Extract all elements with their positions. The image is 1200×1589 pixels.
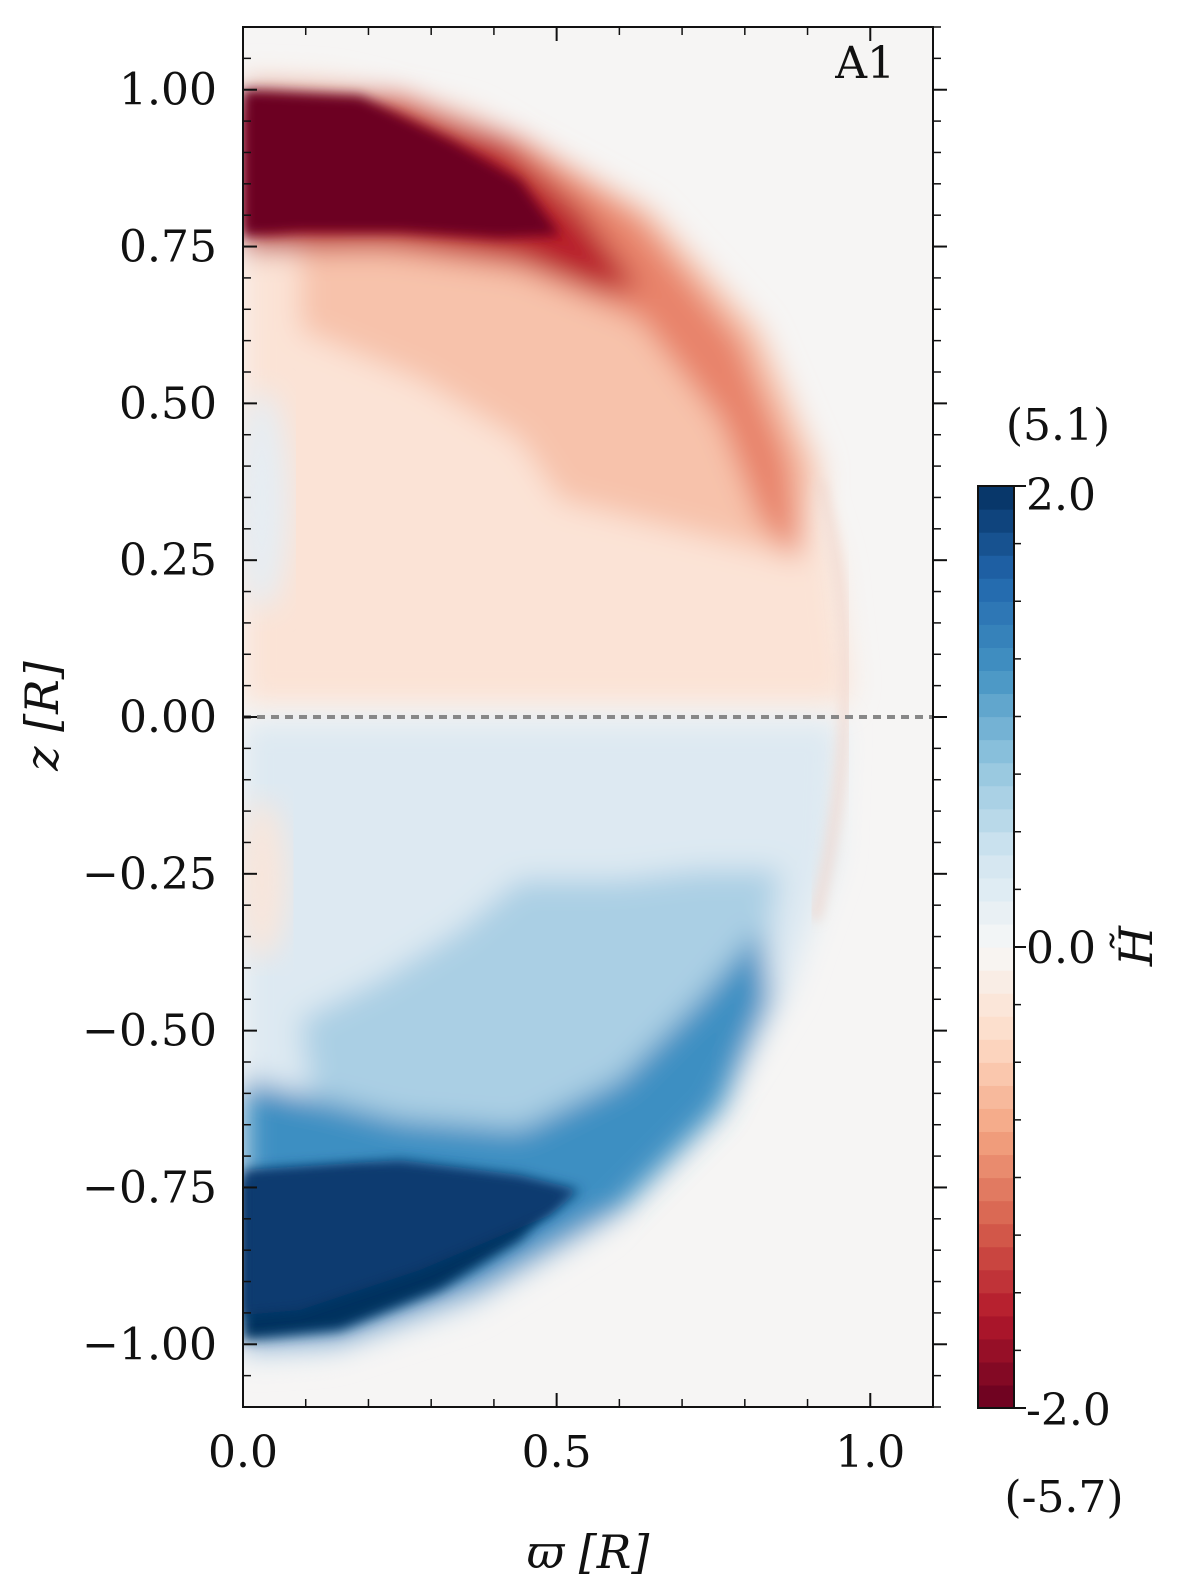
- colorbar-band: [978, 1384, 1014, 1409]
- y-tick-label-4: 0.00: [119, 692, 217, 743]
- plot-area: 0.0 0.5 1.0 1.00 0.75 0.50 0.25 0.00 −0.25 −0.50 −…: [82, 26, 947, 1478]
- colorbar-band: [978, 1154, 1014, 1179]
- y-tick-label-1: 0.75: [119, 222, 217, 273]
- axis-ticks: [242, 26, 947, 1408]
- colorbar-band: [978, 670, 1014, 695]
- colorbar-band: [978, 993, 1014, 1017]
- colorbar-band: [978, 1361, 1014, 1386]
- colorbar-band: [978, 578, 1014, 602]
- colorbar-band: [978, 509, 1014, 533]
- colorbar-mid-label: 0.0: [1026, 923, 1096, 974]
- y-tick-label-8: −1.00: [82, 1319, 217, 1370]
- colorbar-band: [978, 1108, 1014, 1132]
- heatmap-north-core: [243, 90, 560, 238]
- colorbar-band: [978, 532, 1014, 556]
- colorbar-band: [978, 647, 1014, 671]
- heatmap-rim-feature: [810, 478, 851, 922]
- y-tick-label-3: 0.25: [119, 535, 217, 586]
- tick-labels: 0.0 0.5 1.0 1.00 0.75 0.50 0.25 0.00 −0.25 −0.50 −…: [82, 65, 905, 1478]
- colorbar-band: [978, 1016, 1014, 1040]
- colorbar-band: [978, 1039, 1014, 1063]
- x-axis-label: ϖ [R]: [527, 1525, 650, 1579]
- y-tick-label-6: −0.50: [82, 1006, 217, 1057]
- colorbar-band: [978, 923, 1014, 948]
- colorbar-band: [978, 739, 1014, 764]
- x-tick-label-0: 0.0: [208, 1427, 278, 1478]
- colorbar-band: [978, 854, 1014, 879]
- y-axis-label: z [R]: [15, 661, 69, 771]
- colorbar-band: [978, 601, 1014, 625]
- colorbar-band: [978, 808, 1014, 833]
- colorbar-title: H̃: [1109, 925, 1163, 967]
- colorbar-band: [978, 1269, 1014, 1294]
- x-tick-label-1: 0.5: [522, 1427, 592, 1478]
- colorbar-band: [978, 785, 1014, 810]
- colorbar-band: [978, 555, 1014, 579]
- heatmap-pole-blue-patch: [243, 390, 290, 610]
- heatmap-south-core-2: [243, 1160, 580, 1315]
- y-tick-label-2: 0.50: [119, 378, 217, 429]
- heatmap-field: [243, 76, 851, 1360]
- colorbar-band: [978, 1131, 1014, 1156]
- colorbar-bands: [978, 486, 1014, 1409]
- colorbar-min-label: -2.0: [1026, 1385, 1111, 1436]
- colorbar-band: [978, 1223, 1014, 1248]
- colorbar-band: [978, 1246, 1014, 1271]
- colorbar: (5.1) 2.0 0.0 -2.0 (-5.7) H̃: [977, 400, 1163, 1523]
- colorbar-band: [978, 1292, 1014, 1317]
- colorbar-band: [978, 900, 1014, 925]
- colorbar-band: [978, 1200, 1014, 1225]
- colorbar-band: [978, 762, 1014, 787]
- colorbar-band: [978, 947, 1014, 971]
- colorbar-ticks: [1014, 485, 1026, 1409]
- y-tick-label-5: −0.25: [82, 849, 217, 900]
- x-tick-label-2: 1.0: [835, 1427, 905, 1478]
- colorbar-band: [978, 1315, 1014, 1340]
- colorbar-true-min-label: (-5.7): [1004, 1472, 1123, 1523]
- colorbar-band: [978, 486, 1014, 510]
- colorbar-max-label: 2.0: [1026, 470, 1096, 521]
- heatmap-pole-red-patch: [243, 800, 288, 960]
- colorbar-true-max-label: (5.1): [1006, 400, 1110, 451]
- colorbar-band: [978, 1085, 1014, 1109]
- colorbar-band: [978, 1177, 1014, 1202]
- colorbar-band: [978, 1338, 1014, 1363]
- colorbar-band: [978, 624, 1014, 648]
- colorbar-band: [978, 1062, 1014, 1086]
- colorbar-band: [978, 970, 1014, 994]
- colorbar-band: [978, 693, 1014, 718]
- y-tick-label-7: −0.75: [82, 1162, 217, 1213]
- colorbar-band: [978, 831, 1014, 856]
- panel-label: A1: [834, 38, 895, 89]
- colorbar-band: [978, 877, 1014, 902]
- y-tick-label-0: 1.00: [119, 65, 217, 116]
- colorbar-band: [978, 716, 1014, 741]
